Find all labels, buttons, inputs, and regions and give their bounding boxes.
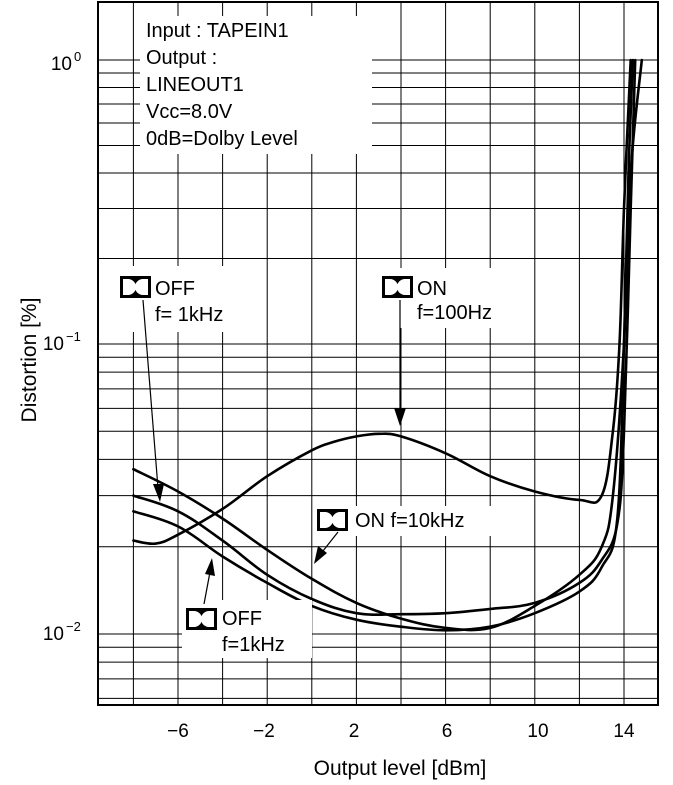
x-tick-label-5: 10 [527, 721, 548, 742]
y-tick-3-exp: −2 [66, 619, 81, 634]
condition-vcc: Vcc=8.0V [146, 101, 233, 123]
y-tick-2-exp: −1 [66, 329, 81, 344]
x-tick-label-4: 6 [442, 721, 453, 742]
annotation-off-1khz-top: OFF f= 1kHz [115, 266, 255, 502]
annotation-1-line1: OFF [155, 278, 195, 300]
condition-input: Input : TAPEIN1 [146, 20, 289, 42]
x-tick-label-6: 14 [613, 721, 635, 742]
y-axis-label: Distortion [%] [18, 298, 41, 423]
dolby-double-d-icon [186, 608, 217, 630]
annotation-on-100hz: ON f=100Hz [378, 268, 518, 426]
y-tick-label-2: 10 −1 [43, 329, 81, 355]
x-tick-label-2: −2 [253, 721, 275, 742]
dolby-double-d-icon [382, 276, 413, 298]
conditions-block: Input : TAPEIN1 Output : LINEOUT1 Vcc=8.… [140, 16, 372, 154]
series-line-1 [132, 58, 632, 546]
annotation-2-line2: f=100Hz [417, 302, 492, 324]
y-tick-1-base: 10 [51, 54, 72, 75]
condition-output: Output : [146, 47, 217, 69]
y-tick-3-base: 10 [43, 624, 64, 645]
series-line-3 [132, 58, 637, 617]
x-tick-label-1: −6 [167, 721, 189, 742]
annotation-1-line2: f= 1kHz [155, 304, 223, 326]
annotation-off-1khz-bottom: OFF f=1kHz [182, 558, 312, 658]
dolby-double-d-icon [120, 276, 151, 298]
curves [132, 58, 644, 632]
x-axis-label: Output level [dBm] [314, 757, 487, 780]
plot-frame [97, 1, 659, 706]
y-tick-1-exp: 0 [74, 49, 81, 64]
annotation-4-line1: OFF [222, 608, 262, 630]
condition-lineout: LINEOUT1 [146, 74, 244, 96]
y-tick-label-1: 10 0 [51, 49, 81, 75]
annotation-4-line2: f=1kHz [222, 634, 285, 656]
x-tick-label-3: 2 [349, 721, 360, 742]
y-tick-label-3: 10 −2 [43, 619, 81, 645]
dolby-double-d-icon [317, 509, 348, 531]
annotation-2-line1: ON [417, 278, 447, 300]
annotation-3-line1: ON f=10kHz [355, 510, 464, 532]
condition-0db: 0dB=Dolby Level [146, 128, 298, 150]
series-line-4 [132, 58, 635, 632]
y-tick-2-base: 10 [43, 334, 64, 355]
annotation-on-10khz: ON f=10kHz [314, 506, 492, 564]
